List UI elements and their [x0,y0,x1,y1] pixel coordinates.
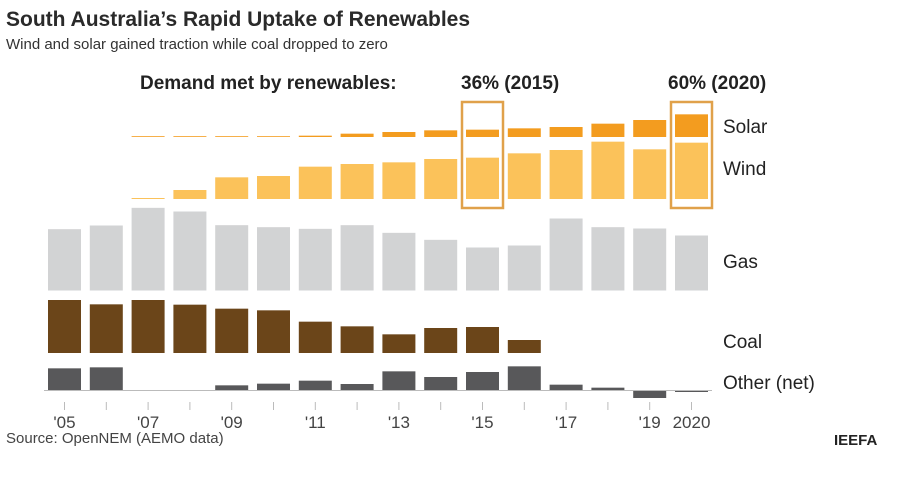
bar-wind-2020 [675,142,708,199]
highlight-box-2015 [460,100,505,210]
bar-solar-2011 [298,135,332,137]
bar-gas-2013 [382,232,416,291]
bar-other-net-2019 [633,390,667,398]
bar-gas-2019 [633,228,667,291]
x-tick-label-2019: '19 [639,413,661,432]
bar-wind-2016 [507,153,541,199]
x-tick-label-2005: '05 [53,413,75,432]
bar-wind-2010 [257,176,290,199]
chart-title: South Australia’s Rapid Uptake of Renewa… [6,8,471,31]
annotation-label: Demand met by renewables: [140,73,397,94]
bar-solar-2017 [549,127,583,137]
bar-gas-2016 [507,245,541,291]
bar-wind-2012 [340,164,374,199]
bar-solar-2019 [633,120,667,137]
annotation-2020: 60% (2020) [668,73,767,94]
bar-coal-2014 [424,328,458,353]
bar-gas-2014 [424,239,458,291]
bar-coal-2009 [215,308,249,353]
bar-wind-2015 [466,157,499,199]
bar-gas-2009 [215,225,249,291]
bar-solar-2020 [675,114,708,137]
bar-other-net-2009 [215,385,249,390]
bar-solar-2015 [466,129,499,137]
chart-subtitle: Wind and solar gained traction while coa… [6,36,388,53]
bar-other-net-2005 [48,368,81,390]
bar-other-net-2017 [549,384,583,390]
x-tick-label-2011: '11 [305,413,326,432]
bar-gas-2010 [257,227,290,291]
brand-logo: IEEFA [834,432,878,449]
bar-gas-2007 [131,207,165,291]
annotation-2015: 36% (2015) [461,73,560,94]
bar-gas-2012 [340,225,374,291]
bar-coal-2016 [507,340,541,353]
bar-wind-2013 [382,162,416,199]
highlight-box-2020 [669,100,714,210]
bar-gas-2015 [466,247,499,291]
bar-coal-2007 [131,300,165,353]
series-label-coal: Coal [723,332,763,353]
bar-wind-2019 [633,149,667,199]
bar-other-net-2012 [340,384,374,390]
x-tick-label-2009: '09 [221,413,243,432]
series-label-other: Other (net) [723,373,815,394]
bar-solar-2009 [215,136,249,137]
bar-gas-2008 [173,211,207,291]
bar-coal-2006 [89,304,123,353]
x-tick-label-2020: 2020 [673,413,711,432]
bar-solar-2018 [591,123,625,137]
bar-solar-2008 [173,136,207,137]
bar-solar-2016 [507,128,541,137]
x-tick-label-2017: '17 [555,413,577,432]
bar-gas-2006 [89,225,123,291]
series-label-solar: Solar [723,117,768,138]
x-tick-label-2013: '13 [388,413,410,432]
bar-gas-2018 [591,227,625,291]
bar-wind-2009 [215,177,249,199]
bar-gas-2011 [298,228,332,291]
bar-gas-2017 [549,218,583,291]
bar-wind-2014 [424,159,458,199]
bar-coal-2015 [466,327,499,353]
bar-coal-2013 [382,334,416,353]
bar-other-net-2014 [424,377,458,390]
series-label-gas: Gas [723,252,758,273]
series-label-wind: Wind [723,159,767,180]
bar-coal-2005 [48,300,81,353]
bar-other-net-2018 [591,387,625,390]
bar-wind-2017 [549,150,583,199]
bar-wind-2007 [131,198,165,199]
bar-gas-2005 [48,229,81,291]
bar-other-net-2010 [257,383,290,390]
bar-solar-2012 [340,133,374,137]
bar-other-net-2016 [507,366,541,390]
source-note: Source: OpenNEM (AEMO data) [6,430,224,447]
bar-solar-2010 [257,136,290,137]
bar-wind-2011 [298,166,332,199]
bar-coal-2011 [298,321,332,353]
bar-coal-2010 [257,310,290,353]
bar-solar-2014 [424,130,458,137]
bar-gas-2020 [675,235,708,291]
bar-coal-2012 [340,326,374,353]
bar-wind-2018 [591,141,625,199]
bar-solar-2007 [131,136,165,137]
bar-other-net-2015 [466,372,499,390]
x-tick-label-2007: '07 [137,413,159,432]
bar-wind-2008 [173,190,207,199]
bar-other-net-2011 [298,380,332,390]
bar-coal-2008 [173,304,207,353]
x-tick-label-2015: '15 [471,413,493,432]
bar-other-net-2006 [89,367,123,390]
bar-solar-2013 [382,132,416,137]
bar-other-net-2013 [382,371,416,390]
